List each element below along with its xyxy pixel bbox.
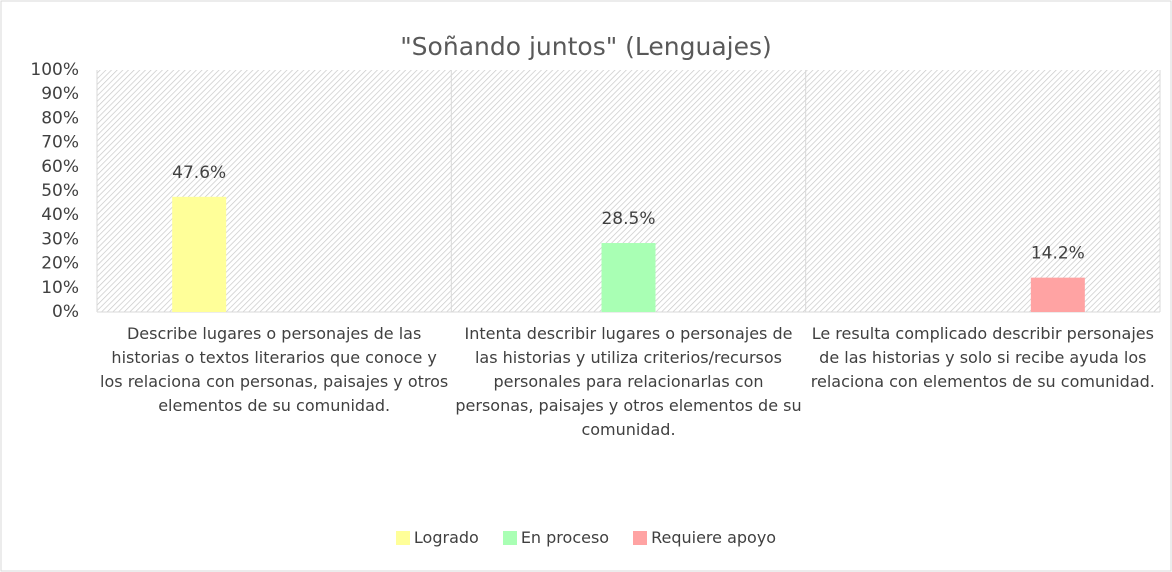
y-tick-label: 80% (41, 108, 79, 128)
legend-label: En proceso (520, 528, 610, 547)
y-tick-label: 50% (41, 181, 79, 201)
bar (601, 243, 656, 312)
y-tick-label: 90% (41, 84, 79, 104)
bar (172, 196, 227, 312)
legend-item: Requiere apoyo (633, 528, 776, 547)
y-tick-label: 10% (41, 278, 79, 298)
data-label: 28.5% (601, 209, 655, 229)
y-tick-label: 70% (41, 133, 79, 153)
y-tick-label: 40% (41, 205, 79, 225)
chart-title: "Soñando juntos" (Lenguajes) (400, 32, 772, 61)
legend-item: En proceso (502, 528, 610, 547)
legend-label: Requiere apoyo (651, 528, 777, 547)
legend-swatch (633, 530, 648, 545)
y-tick-label: 60% (41, 157, 79, 177)
x-tick-label: Le resulta complicado describir personaj… (810, 324, 1155, 391)
legend-swatch (395, 530, 410, 545)
legend: Logrado En proceso Requiere apoyo (0, 528, 1172, 547)
legend-label: Logrado (413, 528, 479, 547)
data-label: 47.6% (172, 163, 226, 183)
y-tick-label: 20% (41, 254, 79, 274)
x-tick-label: Describe lugares o personajes de las his… (100, 324, 449, 415)
data-label: 14.2% (1031, 244, 1085, 264)
legend-swatch (502, 530, 517, 545)
legend-item: Logrado (395, 528, 479, 547)
y-tick-label: 30% (41, 229, 79, 249)
y-tick-label: 0% (52, 302, 79, 322)
x-tick-label: Intenta describir lugares o personajes d… (455, 324, 802, 439)
y-tick-label: 100% (30, 60, 79, 80)
bar (1030, 277, 1085, 312)
